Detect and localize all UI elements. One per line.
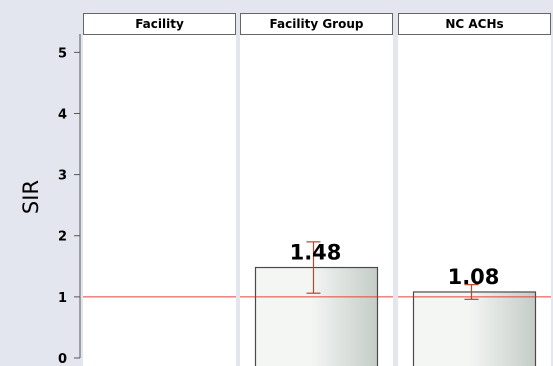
- y-tick-label: 1: [58, 291, 67, 306]
- y-axis-label: SIR: [19, 180, 43, 214]
- y-tick-label: 5: [58, 46, 67, 61]
- y-tick-label: 3: [58, 169, 67, 184]
- y-axis: 0 1 2 3 4 5: [58, 34, 81, 366]
- panel-header: [83, 13, 236, 35]
- chart-panel: NC ACHs 1.08: [398, 13, 551, 366]
- y-tick-label: 2: [58, 230, 67, 245]
- bar: [412, 291, 537, 366]
- chart-panels: Facility Facility Group 1.48 NC ACHs 1.08: [83, 13, 551, 366]
- panel-header-label: Facility Group: [270, 17, 364, 31]
- data-label: 1.08: [448, 265, 500, 289]
- chart-panel: Facility: [83, 13, 236, 366]
- y-tick-label: 4: [58, 107, 67, 122]
- y-tick-label: 0: [58, 352, 67, 366]
- panel-header-label: Facility: [135, 17, 184, 31]
- bar: [254, 266, 379, 366]
- panel-background: [83, 34, 236, 366]
- chart-panel: Facility Group 1.48: [240, 13, 393, 366]
- panel-header: [398, 13, 551, 35]
- data-label: 1.48: [290, 241, 342, 265]
- panel-header: [240, 13, 393, 35]
- panel-header-label: NC ACHs: [445, 17, 503, 31]
